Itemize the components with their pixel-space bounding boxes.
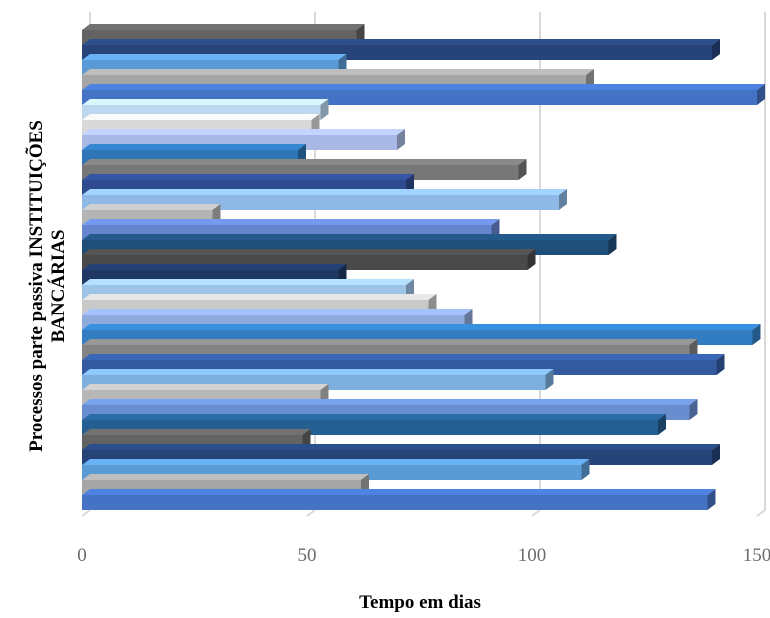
bar-top-face (82, 39, 720, 45)
x-tick-label: 0 (77, 545, 87, 566)
bar-top-face (82, 99, 329, 105)
bar-side-face (527, 249, 536, 270)
gridline-foot (756, 509, 766, 517)
bar-top-face (82, 189, 567, 195)
bar-top-face (82, 354, 725, 360)
x-axis-title: Tempo em dias (359, 592, 481, 613)
bar-side-face (581, 459, 590, 480)
bar-top-face (82, 489, 716, 495)
bar-top-face (82, 459, 590, 465)
bar-top-face (82, 24, 365, 30)
bar-side-face (320, 99, 329, 120)
bar (82, 189, 567, 210)
bar-top-face (82, 249, 536, 255)
bar-top-face (82, 324, 761, 330)
bar-top-face (82, 309, 473, 315)
bar-top-face (82, 54, 347, 60)
bar-side-face (689, 399, 698, 420)
bar-top-face (82, 159, 527, 165)
bar-top-face (82, 279, 414, 285)
gridline-foot (81, 509, 91, 517)
y-axis-title-line-1: Processos parte passiva INSTITUIÇÕES (25, 120, 47, 452)
bars (82, 24, 765, 510)
bar-side-face (752, 324, 761, 345)
bar-side-face (559, 189, 567, 210)
bar-top-face (82, 129, 405, 135)
bar-top-face (82, 339, 698, 345)
bar-side-face (757, 84, 765, 105)
bar-side-face (608, 234, 617, 255)
bar-side-face (658, 414, 666, 435)
bar-side-face (518, 159, 527, 180)
bar-side-face (545, 369, 554, 390)
x-tick-label: 50 (298, 545, 317, 566)
y-axis-title-line-2: BANCÁRIAS (47, 230, 69, 343)
bar-top-face (82, 174, 414, 180)
bar-side-face (712, 39, 720, 60)
bar-top-face (82, 444, 720, 450)
bar-top-face (82, 69, 594, 75)
x-tick-label: 150 (743, 545, 770, 566)
bar-top-face (82, 264, 347, 270)
bar (82, 489, 716, 510)
bar-side-face (397, 129, 405, 150)
bar-top-face (82, 369, 554, 375)
bar-top-face (82, 204, 221, 210)
bar-front-face (82, 495, 708, 510)
bar-top-face (82, 144, 306, 150)
gridline-foot (531, 509, 541, 517)
bar-top-face (82, 234, 617, 240)
bar-top-face (82, 384, 329, 390)
bar-side-face (712, 444, 720, 465)
bar-top-face (82, 84, 765, 90)
bar-top-face (82, 429, 311, 435)
bar-top-face (82, 474, 369, 480)
bar-side-face (716, 354, 725, 375)
bar-top-face (82, 399, 698, 405)
bar-top-face (82, 114, 320, 120)
bar-side-face (707, 489, 716, 510)
gridline-foot (306, 509, 316, 517)
bar-top-face (82, 294, 437, 300)
bar-top-face (82, 219, 500, 225)
x-tick-labels: 0 50 100 150 (77, 545, 770, 566)
bar-top-face (82, 414, 666, 420)
x-tick-label: 100 (518, 545, 547, 566)
